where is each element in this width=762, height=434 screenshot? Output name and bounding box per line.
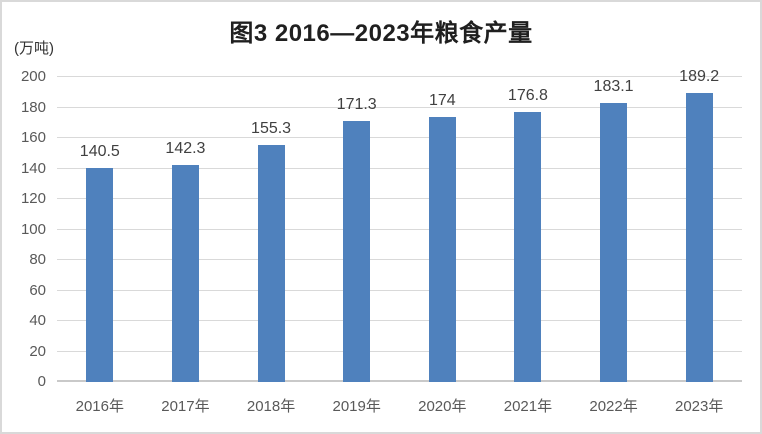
bar <box>685 93 713 382</box>
y-tick-label: 100 <box>20 220 46 238</box>
x-tick-label: 2018年 <box>246 398 296 415</box>
gridline <box>57 76 742 77</box>
plot-area: 140.5 142.3 155.3 171.3 174 176.8 183.1 189.2 <box>57 68 742 382</box>
bar <box>171 165 199 382</box>
bar-value-label: 183.1 <box>593 77 634 95</box>
bar-value-label: 142.3 <box>165 140 206 157</box>
y-tick-label: 160 <box>20 129 46 146</box>
gridline <box>57 198 742 199</box>
bar-value-label: 174 <box>428 91 456 109</box>
gridline <box>57 259 742 260</box>
gridline <box>57 106 742 108</box>
bar <box>343 120 371 382</box>
y-tick-label: 0 <box>37 373 46 390</box>
gridline <box>57 350 742 352</box>
x-tick-label: 2021年 <box>503 398 553 415</box>
x-tick-label: 2019年 <box>332 398 381 415</box>
y-tick-label: 60 <box>29 281 46 299</box>
bar <box>428 116 456 382</box>
y-tick-label: 120 <box>20 190 46 207</box>
y-tick-label: 180 <box>20 98 46 116</box>
x-tick-label: 2020年 <box>418 398 467 415</box>
y-tick-label: 200 <box>20 68 46 85</box>
bar <box>514 112 542 382</box>
x-tick-label: 2017年 <box>161 398 210 415</box>
y-axis-unit-label: (万吨) <box>14 40 54 57</box>
bar <box>86 167 114 382</box>
x-axis-line <box>57 380 742 382</box>
bar-value-label: 171.3 <box>336 95 377 113</box>
bar-value-label: 189.2 <box>679 68 720 86</box>
bar <box>600 102 628 382</box>
x-tick-label: 2016年 <box>75 398 124 415</box>
bar-value-label: 155.3 <box>251 120 292 138</box>
gridline <box>57 167 742 169</box>
bar-value-label: 140.5 <box>79 142 120 160</box>
x-tick-label: 2022年 <box>589 398 638 415</box>
x-tick-label: 2023年 <box>675 398 724 415</box>
chart-title: 图3 2016—2023年粮食产量 <box>229 20 533 47</box>
gridline <box>57 137 742 138</box>
bar-value-label: 176.8 <box>507 87 548 105</box>
gridline <box>57 228 742 230</box>
gridline <box>57 320 742 321</box>
y-tick-label: 140 <box>20 159 46 177</box>
gridline <box>57 289 742 291</box>
bar <box>257 145 285 382</box>
y-tick-label: 40 <box>29 312 46 329</box>
y-tick-label: 80 <box>29 251 46 268</box>
y-tick-label: 20 <box>29 342 46 360</box>
